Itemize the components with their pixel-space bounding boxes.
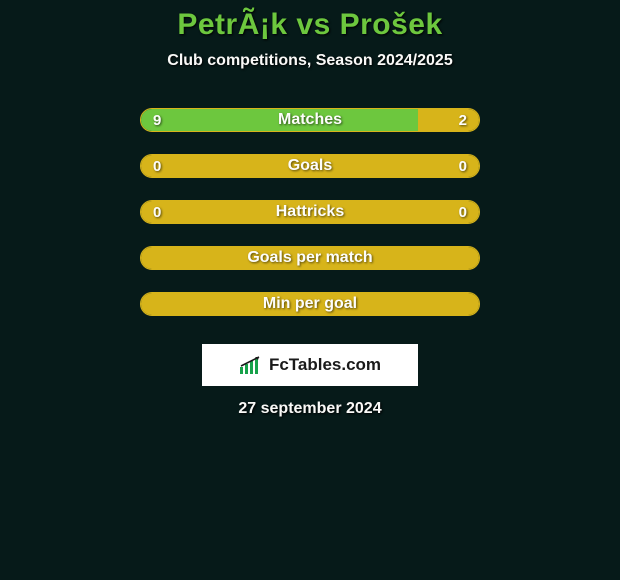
stat-bar: Min per goal bbox=[140, 292, 480, 316]
stat-label: Matches bbox=[141, 109, 479, 131]
stat-row: Min per goal bbox=[140, 292, 480, 316]
stat-bar: 92Matches bbox=[140, 108, 480, 132]
stat-row: Goals per match bbox=[140, 246, 480, 270]
stat-bar: 00Hattricks bbox=[140, 200, 480, 224]
subtitle: Club competitions, Season 2024/2025 bbox=[167, 52, 452, 70]
stat-bar: Goals per match bbox=[140, 246, 480, 270]
date-label: 27 september 2024 bbox=[238, 400, 381, 418]
logo-box[interactable]: FcTables.com bbox=[202, 344, 418, 386]
stat-row: 00Goals bbox=[140, 154, 480, 178]
stat-label: Goals bbox=[141, 155, 479, 177]
stat-label: Goals per match bbox=[141, 247, 479, 269]
page-title: PetrÃ¡k vs Prošek bbox=[177, 8, 442, 42]
stat-label: Hattricks bbox=[141, 201, 479, 223]
stat-label: Min per goal bbox=[141, 293, 479, 315]
logo-text: FcTables.com bbox=[269, 355, 381, 375]
stat-bar: 00Goals bbox=[140, 154, 480, 178]
stats-container: 92Matches 00Goals 00Hattricks Goals per mat… bbox=[140, 108, 480, 338]
chart-arrow-icon bbox=[239, 355, 265, 375]
stat-row: 00Hattricks bbox=[140, 200, 480, 224]
logo: FcTables.com bbox=[239, 355, 381, 375]
stat-row: 92Matches bbox=[140, 108, 480, 132]
